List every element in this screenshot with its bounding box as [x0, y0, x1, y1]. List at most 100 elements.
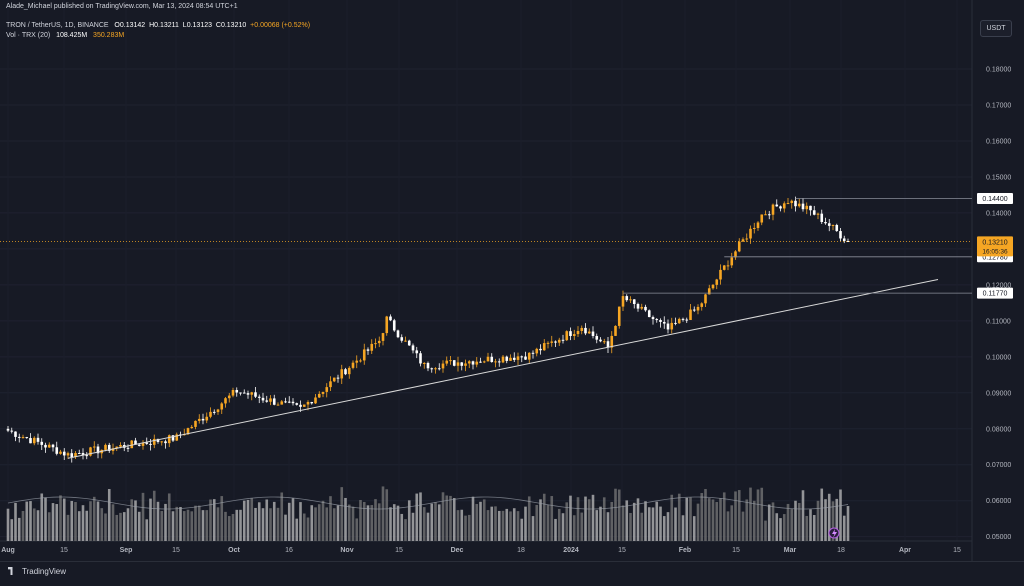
low-value: L0.13123 [182, 22, 212, 29]
candle-up [186, 428, 190, 435]
volume-bar [306, 517, 310, 541]
volume-bar [494, 506, 497, 541]
volume-bar [715, 502, 719, 541]
y-axis-tick-label: 0.07000 [986, 462, 1011, 469]
candle-down [839, 231, 842, 239]
close-value: C0.13210 [215, 22, 247, 29]
volume-bar [520, 518, 524, 541]
x-axis-tick-label: 2024 [563, 547, 579, 554]
volume-bar [464, 515, 467, 541]
volume-bar [546, 504, 550, 541]
candle-up [92, 446, 96, 448]
x-axis-tick-label: 18 [837, 547, 845, 554]
candle-down [81, 453, 85, 456]
candle-down [134, 440, 137, 445]
volume-bar [640, 512, 644, 541]
volume-bar [692, 516, 696, 541]
candle-up [610, 335, 614, 348]
symbol-name[interactable]: TRON / TetherUS, 1D, BINANCE [6, 22, 109, 29]
candle-up [464, 363, 467, 366]
volume-bar [6, 508, 10, 541]
volume-bar [10, 519, 14, 541]
candle-down [137, 444, 141, 446]
currency-button[interactable]: USDT [980, 20, 1012, 37]
volume-bar [85, 510, 89, 541]
volume-bar [70, 500, 74, 541]
candle-up [197, 418, 201, 421]
candle-up [434, 368, 437, 370]
candle-up [111, 448, 115, 451]
volume-bar [842, 515, 846, 541]
volume-bar [347, 504, 351, 541]
candle-up [542, 343, 546, 351]
candle-up [572, 334, 576, 337]
volume-bar [771, 502, 775, 541]
candle-up [760, 214, 764, 223]
volume-bar [557, 508, 561, 541]
volume-bar [816, 500, 820, 541]
volume-bar [404, 519, 407, 541]
volume-bar [130, 499, 134, 541]
volume-bar [107, 489, 111, 541]
volume-bar [509, 511, 512, 541]
candle-down [779, 206, 782, 209]
candle-down [426, 362, 430, 369]
volume-bar [314, 507, 317, 541]
candle-up [467, 361, 471, 364]
volume-bar [321, 500, 325, 541]
volume-bar [790, 508, 794, 541]
candle-up [617, 306, 621, 326]
candle-down [591, 331, 595, 337]
volume-bar [539, 499, 542, 541]
volume-bar [636, 498, 640, 541]
volume-bar [17, 517, 21, 541]
candle-up [689, 309, 692, 321]
volume-bar [280, 492, 284, 541]
candle-down [239, 392, 242, 394]
candle-up [216, 409, 220, 413]
candle-up [640, 306, 644, 309]
candle-down [632, 299, 636, 305]
volume-bar [145, 519, 149, 541]
volume-bar [827, 493, 831, 541]
tradingview-logo[interactable]: TradingView [8, 567, 66, 576]
volume-bar [164, 503, 167, 541]
candle-up [441, 363, 445, 369]
candle-down [812, 210, 816, 215]
candle-down [171, 435, 175, 441]
candle-down [164, 441, 167, 444]
volume-bar [276, 507, 280, 541]
candle-down [647, 310, 651, 318]
y-axis-tick-label: 0.11000 [986, 318, 1011, 325]
volume-bar [512, 508, 516, 541]
volume-label[interactable]: Vol · TRX (20) [6, 32, 51, 39]
candle-up [494, 361, 497, 363]
candle-up [614, 325, 617, 336]
volume-bar [516, 511, 520, 541]
candle-up [741, 239, 745, 242]
volume-bar [610, 501, 614, 541]
candle-up [374, 343, 377, 345]
candle-up [130, 440, 134, 449]
x-axis-tick-label: Dec [451, 547, 464, 554]
candle-up [456, 362, 460, 366]
candle-up [629, 299, 632, 301]
candle-up [381, 333, 385, 341]
candle-down [299, 404, 302, 407]
volume-bar [449, 495, 452, 541]
volume-bar [141, 492, 145, 541]
trendline [67, 278, 939, 459]
candle-up [580, 327, 584, 332]
volume-bar [632, 502, 636, 541]
volume-bar [242, 500, 246, 541]
volume-bar [250, 498, 254, 541]
volume-bar [839, 489, 842, 541]
volume-bar [584, 496, 587, 541]
candle-up [119, 445, 122, 447]
volume-bar [629, 512, 632, 541]
volume-bar [760, 487, 764, 541]
candle-down [531, 352, 535, 354]
candle-up [745, 238, 749, 240]
